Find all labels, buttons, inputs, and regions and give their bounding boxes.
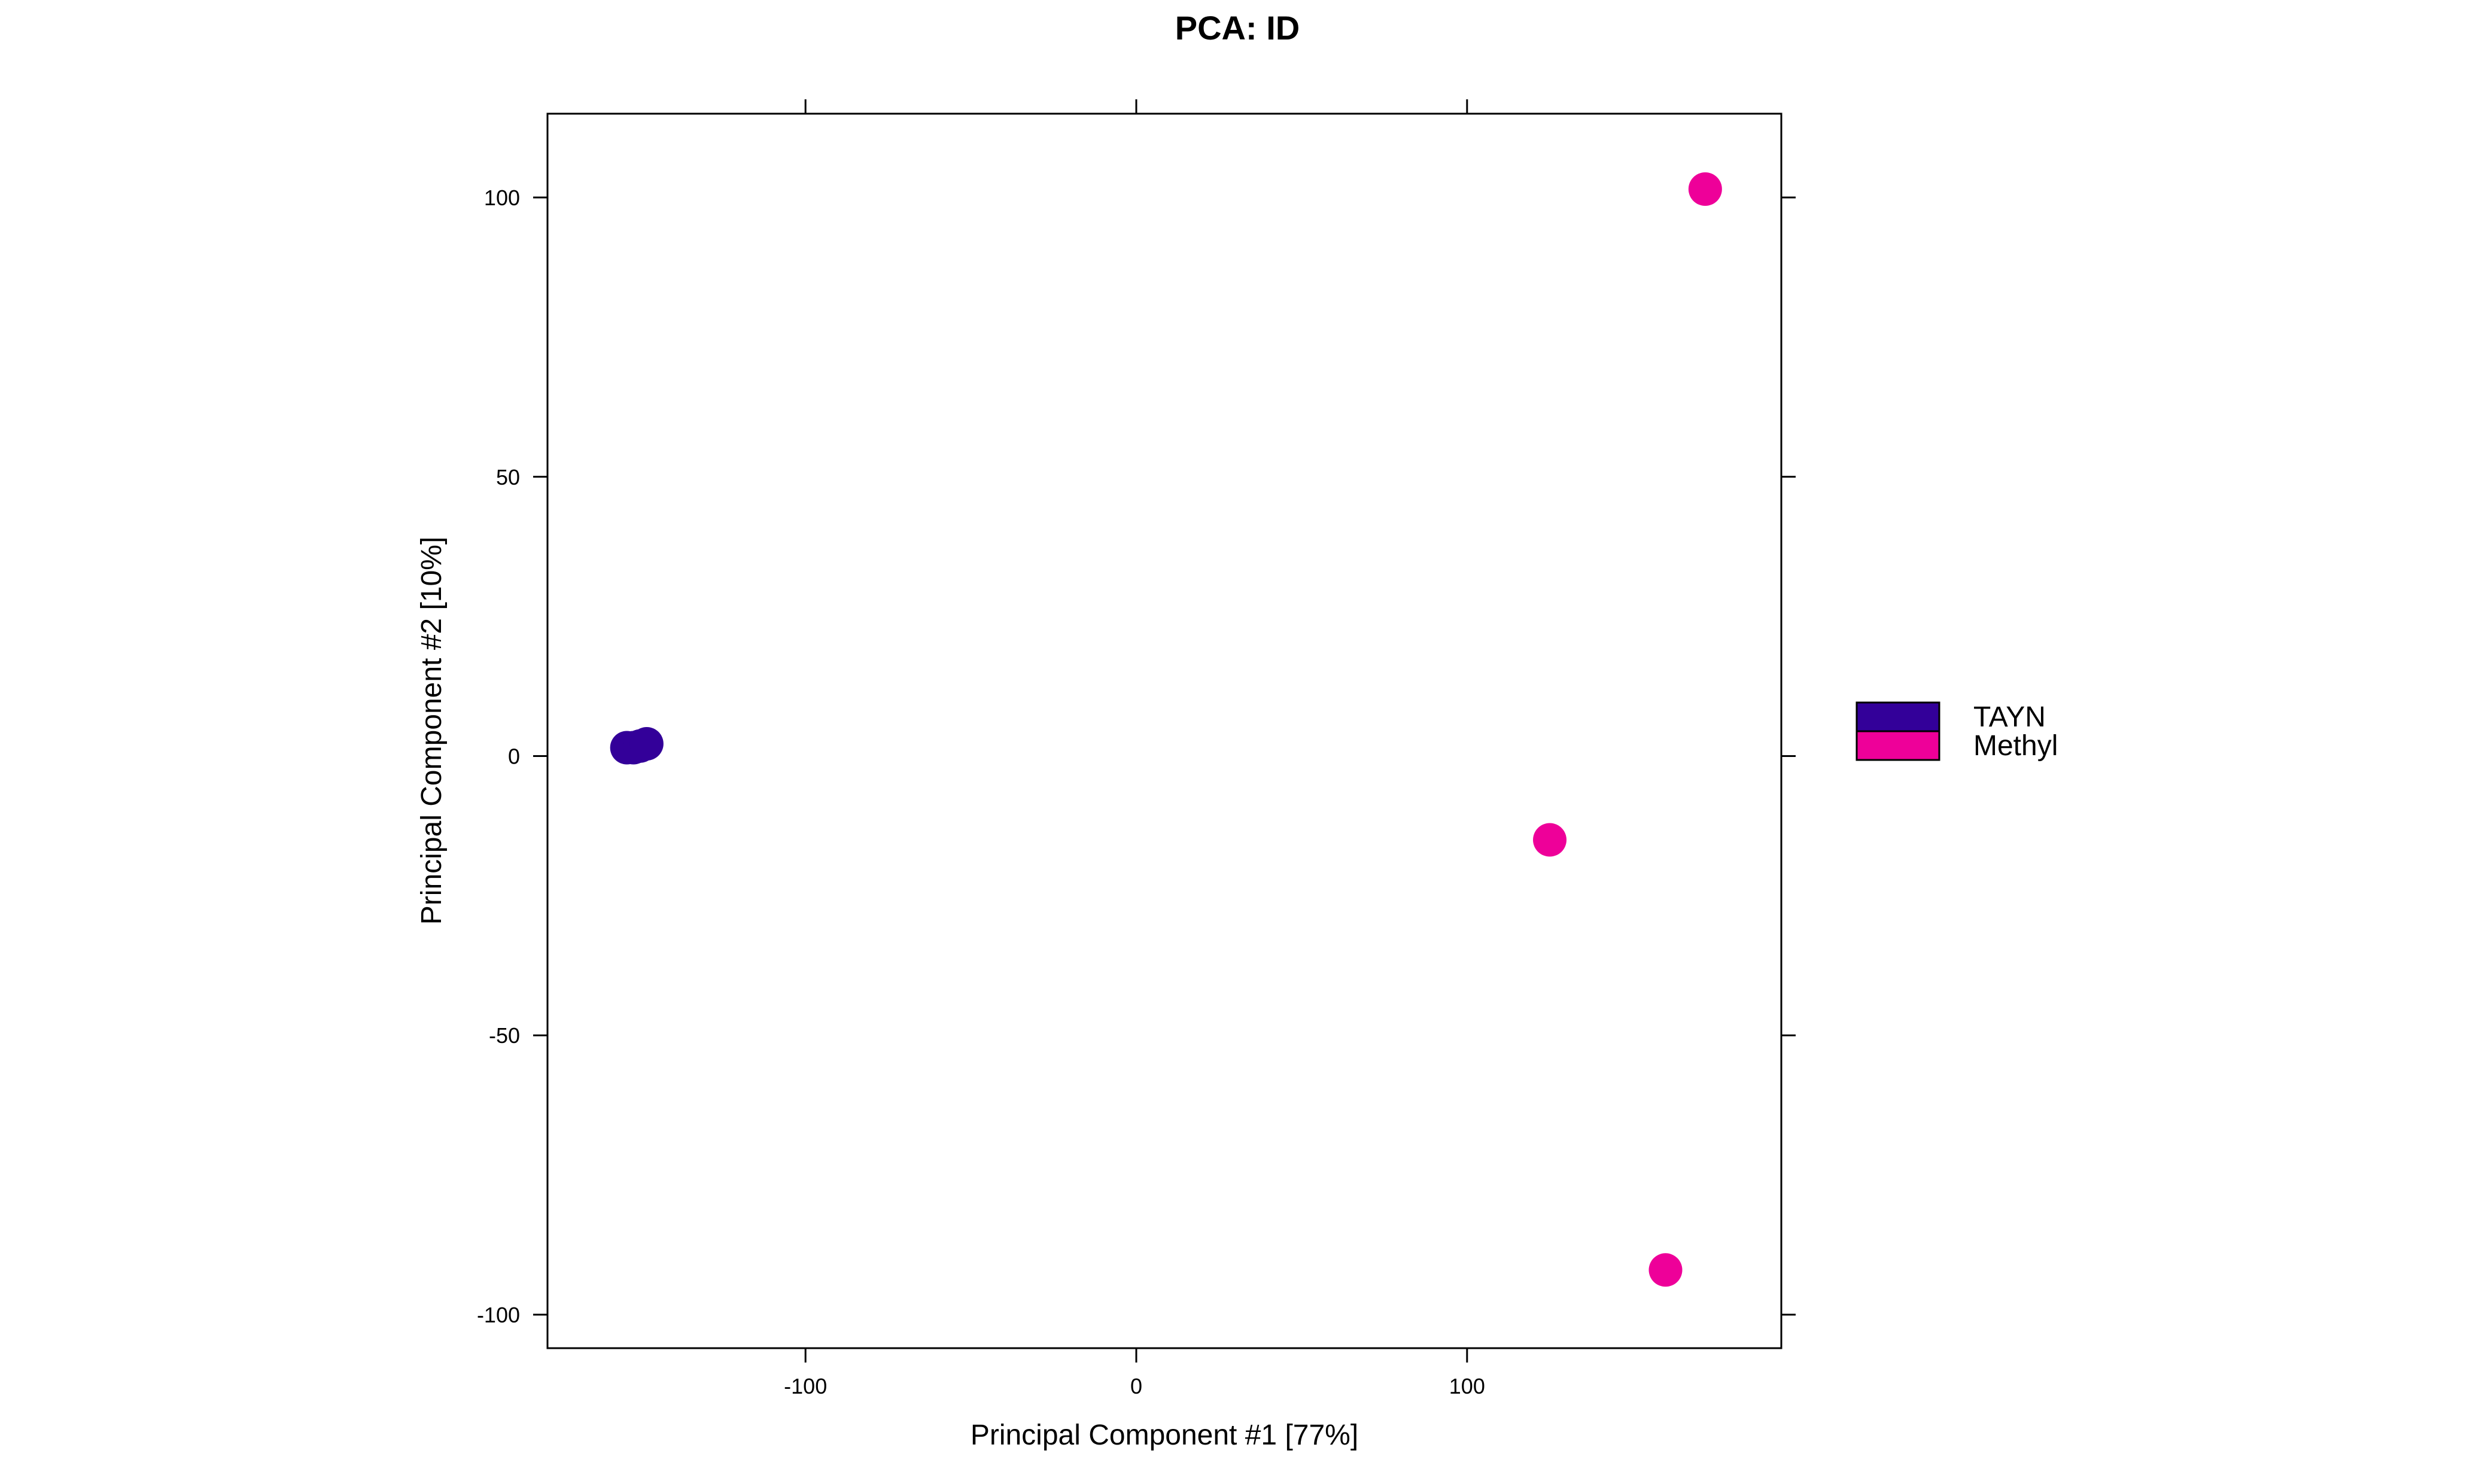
data-point — [629, 726, 664, 761]
y-tick-label: 50 — [496, 465, 520, 489]
x-tick-label: -100 — [784, 1374, 827, 1398]
x-axis-ticks: -100 0 100 — [784, 99, 1485, 1398]
y-axis-label: Principal Component #2 [10%] — [416, 537, 448, 925]
y-axis-ticks: -100 -50 0 50 100 — [477, 186, 1796, 1327]
legend-swatch — [1855, 701, 1940, 732]
data-point — [1688, 172, 1722, 206]
x-axis-label: Principal Component #1 [77%] — [971, 1419, 1358, 1451]
legend-label: Methyl — [1973, 730, 2058, 762]
data-point — [1648, 1253, 1683, 1287]
y-tick-label: -100 — [477, 1303, 520, 1327]
y-tick-label: -50 — [489, 1023, 520, 1048]
y-tick-label: 0 — [508, 744, 520, 769]
x-tick-label: 100 — [1449, 1374, 1485, 1398]
y-tick-label: 100 — [484, 186, 520, 210]
data-points — [610, 172, 1722, 1287]
legend-swatch — [1855, 730, 1940, 761]
legend-label: TAYN — [1973, 701, 2046, 733]
data-point — [1533, 823, 1567, 857]
chart-title: PCA: ID — [1175, 9, 1300, 47]
plot-frame — [546, 112, 1782, 1349]
x-tick-label: 0 — [1130, 1374, 1142, 1398]
